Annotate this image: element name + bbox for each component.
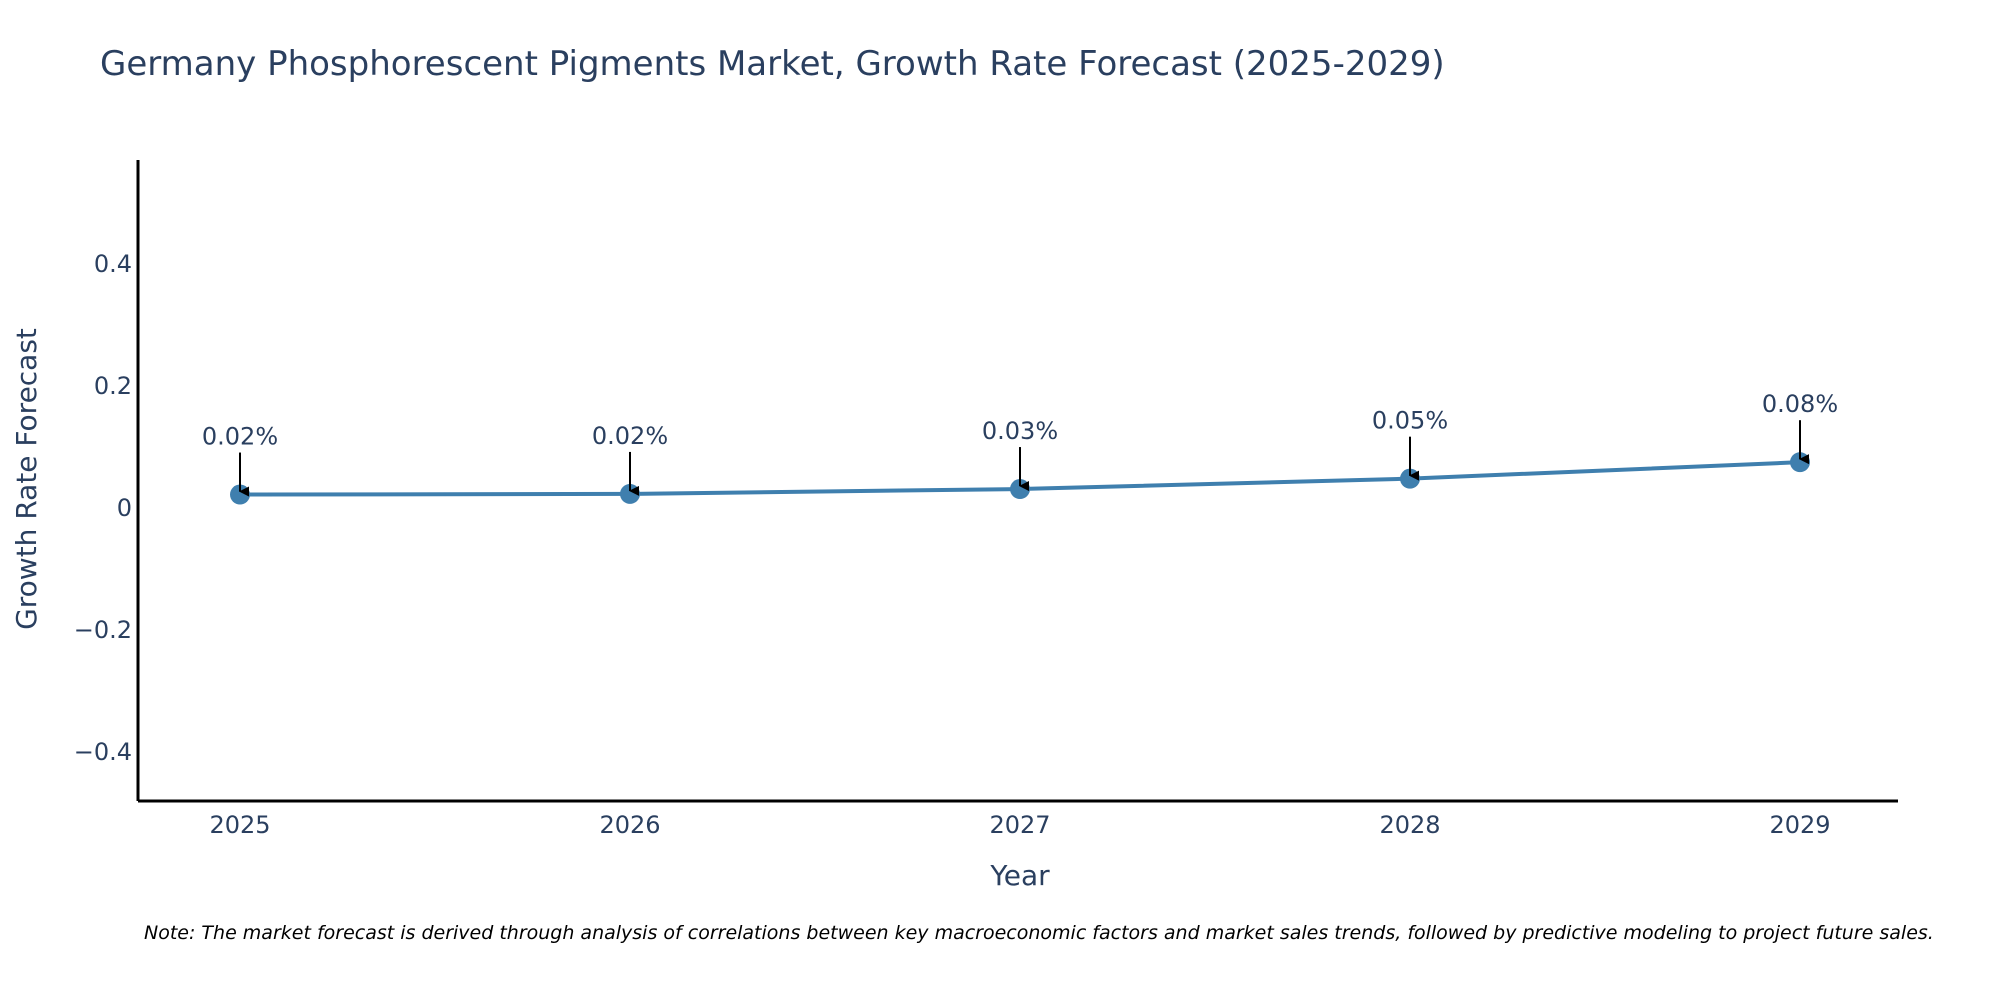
- y-tick-label: 0.4: [94, 250, 132, 278]
- data-annotations: 0.02% 0.02% 0.03% 0.05% 0.08%: [202, 390, 1838, 497]
- chart-title: Germany Phosphorescent Pigments Market, …: [100, 44, 1445, 84]
- y-axis-title: Growth Rate Forecast: [10, 328, 43, 630]
- y-tick-label: 0.2: [94, 372, 132, 400]
- data-label: 0.03%: [982, 417, 1058, 445]
- axes: [136, 160, 1898, 803]
- y-tick-labels: 0.4 0.2 0 −0.2 −0.4: [74, 250, 132, 766]
- x-tick-label: 2026: [599, 811, 660, 839]
- x-tick-label: 2027: [989, 811, 1050, 839]
- y-tick-label: 0: [117, 494, 132, 522]
- x-tick-label: 2028: [1379, 811, 1440, 839]
- data-label: 0.02%: [592, 422, 668, 450]
- data-label: 0.08%: [1762, 390, 1838, 418]
- data-label: 0.02%: [202, 423, 278, 451]
- y-tick-label: −0.2: [74, 616, 132, 644]
- footnote: Note: The market forecast is derived thr…: [144, 922, 1934, 944]
- x-tick-labels: 2025 2026 2027 2028 2029: [209, 811, 1830, 839]
- x-tick-label: 2029: [1769, 811, 1830, 839]
- y-tick-label: −0.4: [74, 738, 132, 766]
- data-label: 0.05%: [1372, 407, 1448, 435]
- x-tick-label: 2025: [209, 811, 270, 839]
- x-axis-title: Year: [989, 859, 1050, 892]
